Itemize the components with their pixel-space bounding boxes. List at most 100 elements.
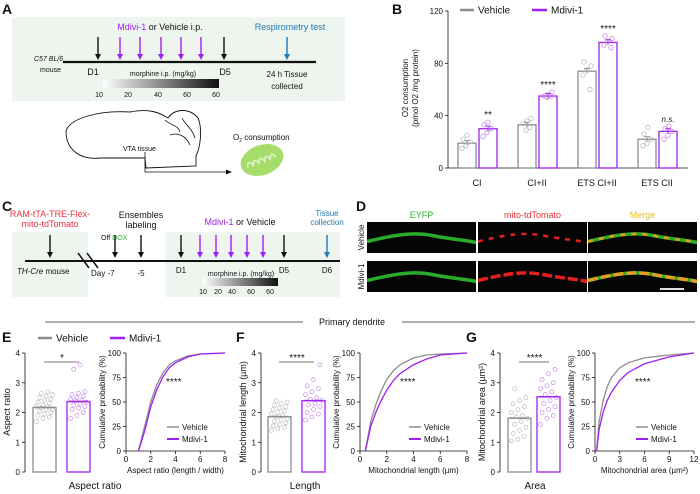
day5-label: D5: [219, 67, 231, 77]
data-point: [528, 115, 534, 121]
data-point: [71, 402, 77, 408]
panel-d-micrographs: EYFP mito-tdTomato Merge Vehicle Mdivi-1: [357, 210, 698, 292]
data-point: [669, 128, 675, 134]
y-tick-label: 4: [16, 349, 21, 358]
x-category-label: CI: [473, 178, 482, 188]
legend-label-mdivi: Mdivi-1: [651, 435, 677, 444]
dendrite-signal: [366, 232, 477, 245]
data-point: [281, 425, 287, 430]
data-point: [46, 414, 52, 420]
x-tick-label: 8: [465, 455, 470, 464]
data-point: [304, 410, 310, 415]
data-point: [42, 398, 47, 403]
legend-label-mdivi: Mdivi-1: [424, 435, 450, 444]
legend-e: Vehicle Mdivi-1: [38, 334, 162, 345]
data-point: [317, 362, 323, 368]
brain-outline: [65, 110, 202, 169]
data-point: [68, 416, 73, 421]
y-tick-label: 50: [346, 398, 355, 407]
y-tick-label: 1: [491, 438, 496, 447]
y-tick-label: 4: [252, 349, 257, 358]
dose-tick-label: 20: [124, 92, 132, 99]
x-tick-label: 9: [667, 455, 672, 464]
x-tick-label: 0: [124, 455, 129, 464]
arrowhead-icon: [228, 252, 234, 258]
dendrite-signal: [366, 271, 477, 284]
y-tick-label: 3: [16, 379, 21, 388]
y-axis-label: Mitochondrial length (µm): [238, 361, 248, 463]
arrowhead-icon: [117, 54, 123, 60]
data-point: [77, 362, 83, 368]
y-tick-label: 25: [112, 423, 121, 432]
data-point: [552, 404, 558, 409]
morphine-dose-gradient-c: [203, 278, 278, 286]
data-point: [314, 395, 320, 400]
cdf-line-vehicle: [596, 352, 695, 452]
mitochondria-signal: [477, 271, 588, 284]
data-point: [34, 404, 39, 409]
strain-suffix: mouse: [40, 67, 61, 74]
y-tick-label: 0: [586, 447, 591, 456]
cdf-line-mdivi-1: [364, 352, 468, 452]
data-point: [303, 392, 308, 397]
data-point: [523, 127, 529, 133]
morphine-label-c: morphine i.p. (mg/kg): [208, 271, 274, 278]
data-point: [666, 123, 672, 129]
data-point: [270, 423, 276, 429]
data-point: [304, 383, 310, 389]
legend-label-mdivi: Mdivi-1: [551, 6, 584, 17]
dose-ticks-c: 10 20 40 60 60: [199, 289, 274, 296]
row-label: Mdivi-1: [357, 263, 366, 289]
panel-label-b: B: [392, 1, 402, 17]
data-point: [82, 404, 88, 409]
d1-label-c: D1: [176, 266, 187, 275]
data-point: [74, 413, 80, 418]
mitochondrion-icon: [240, 144, 284, 176]
data-point: [510, 430, 516, 436]
data-point: [315, 411, 321, 417]
cerebellum-folds: [164, 117, 196, 146]
y-axis-label: Cumulative probability (%): [332, 355, 341, 449]
x-tick-label: 4: [173, 455, 178, 464]
data-point: [273, 398, 279, 403]
data-point: [518, 419, 524, 424]
panel-label-g: G: [466, 329, 477, 345]
significance-marker: ****: [527, 353, 543, 364]
column-header: mito-tdTomato: [504, 210, 561, 220]
panel-label-c: C: [2, 198, 12, 214]
panel-label-a: A: [2, 1, 12, 17]
day1-label: D1: [87, 67, 99, 77]
dose-tick-label: 60: [247, 289, 255, 296]
data-point: [464, 132, 470, 138]
data-point: [517, 398, 522, 403]
bar-mdivi-1: [66, 400, 91, 473]
legend-label-vehicle: Vehicle: [424, 423, 450, 432]
data-point: [69, 392, 75, 397]
arrowhead-icon: [197, 252, 203, 258]
data-point: [463, 143, 469, 149]
y-tick-label: 0: [117, 447, 122, 456]
data-point: [275, 410, 281, 415]
y-tick-label: 2: [252, 409, 257, 418]
data-point: [278, 401, 284, 406]
data-point: [38, 390, 44, 396]
x-category-label: CI+II: [527, 178, 546, 188]
construct-line2: mito-tdTomato: [21, 219, 78, 229]
data-point: [309, 414, 315, 420]
data-point: [648, 136, 654, 142]
dose-tick-label: 20: [214, 289, 222, 296]
tissue-collection-line2: collection: [310, 218, 343, 227]
data-point: [480, 134, 486, 140]
data-point: [42, 411, 47, 417]
data-point: [69, 407, 75, 412]
x-axis-label: Aspect ratio (length / width): [127, 466, 224, 475]
data-point: [48, 396, 54, 402]
y-tick-label: 100: [342, 349, 356, 358]
data-point: [312, 401, 318, 406]
data-point: [539, 377, 545, 383]
arrowhead-icon: [324, 252, 330, 258]
day-minus5-label: -5: [137, 269, 145, 278]
significance-marker: ****: [600, 24, 616, 35]
data-point: [79, 398, 85, 403]
